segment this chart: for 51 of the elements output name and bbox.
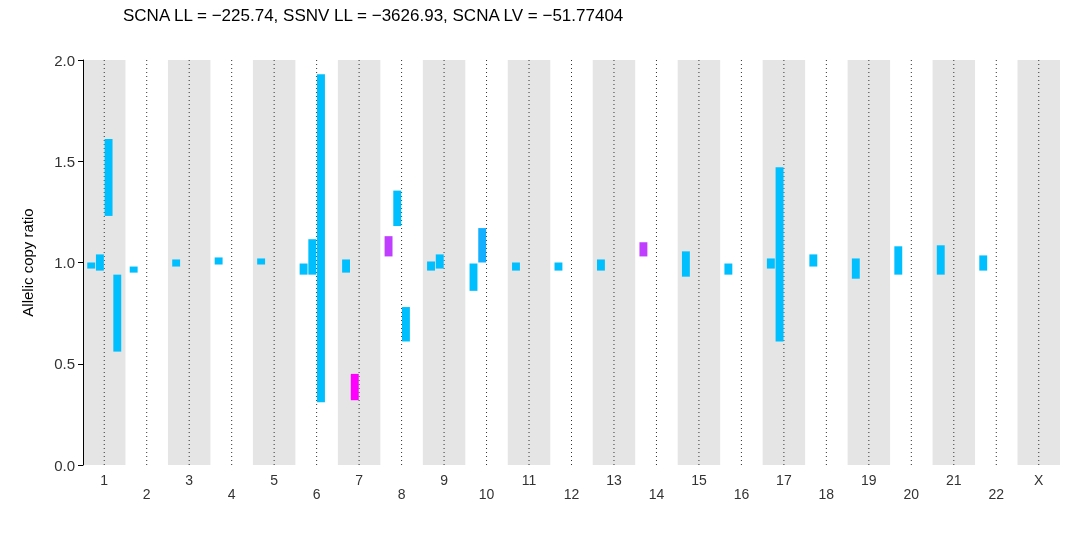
bar	[214, 257, 223, 265]
x-tick-label: X	[1034, 472, 1045, 488]
bar	[104, 138, 113, 216]
bar	[342, 259, 351, 273]
y-tick-label: 1.0	[54, 254, 75, 271]
x-tick-label: 5	[270, 472, 279, 488]
bar	[724, 263, 733, 275]
bar	[596, 259, 605, 271]
chart-title: SCNA LL = −225.74, SSNV LL = −3626.93, SCNA LV = −51.77404	[123, 6, 624, 25]
y-tick-label: 2.0	[54, 51, 75, 69]
x-tick-label: 22	[988, 486, 1005, 502]
x-tick-label: 21	[946, 472, 962, 488]
x-tick-label: 6	[312, 486, 321, 502]
bar	[851, 258, 860, 279]
bar	[809, 254, 818, 267]
bar	[512, 262, 520, 271]
x-tick-label: 19	[861, 472, 877, 488]
y-tick-label: 1.5	[54, 152, 75, 170]
bar	[172, 259, 181, 267]
bar	[257, 258, 266, 265]
x-tick-label: 9	[440, 472, 449, 488]
x-tick-label: 10	[478, 486, 495, 502]
x-tick-label: 13	[606, 472, 622, 488]
y-tick-label: 0.5	[54, 355, 75, 373]
x-tick-label: 18	[818, 486, 835, 502]
x-tick-label: 11	[521, 472, 537, 488]
bar	[129, 266, 138, 273]
bar	[936, 245, 945, 275]
y-axis-title: Allelic copy ratio	[19, 208, 36, 317]
bar	[113, 274, 122, 352]
x-tick-label: 7	[355, 472, 364, 488]
x-tick-label: 17	[776, 472, 792, 488]
x-tick-label: 16	[733, 486, 750, 502]
bar	[681, 251, 690, 277]
x-tick-label: 12	[563, 486, 580, 502]
x-tick-label: 4	[227, 486, 236, 502]
x-tick-label: 3	[185, 472, 194, 488]
bar	[478, 228, 487, 263]
x-tick-label: 20	[903, 486, 920, 502]
x-tick-label: 15	[691, 472, 707, 488]
x-tick-label: 1	[100, 472, 109, 488]
bar	[350, 373, 359, 401]
bar	[401, 307, 410, 342]
x-tick-label: 8	[397, 486, 406, 502]
y-tick-label: 0.0	[54, 456, 75, 474]
x-tick-label: 2	[142, 486, 151, 502]
bar	[979, 255, 988, 271]
bar	[894, 246, 903, 275]
bar	[639, 242, 648, 257]
x-tick-label: 14	[648, 486, 665, 502]
bar	[393, 190, 402, 227]
